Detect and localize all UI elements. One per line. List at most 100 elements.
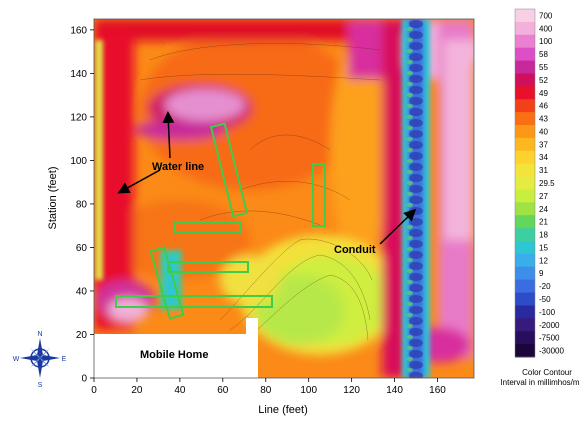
conduit-bead	[407, 291, 413, 295]
legend-label: 34	[539, 153, 548, 162]
conduit-bead	[407, 236, 413, 240]
legend-label: 52	[539, 76, 548, 85]
legend-label: -50	[539, 295, 551, 304]
legend-swatch	[515, 137, 535, 152]
legend-swatch	[515, 163, 535, 178]
conduit-label: Conduit	[334, 244, 376, 256]
conduit-bead	[407, 280, 413, 284]
conduit-bead	[407, 368, 413, 372]
conduit-bead	[409, 75, 423, 83]
conduit-bead	[407, 247, 413, 251]
legend-swatch	[515, 331, 535, 345]
legend-label: 27	[539, 192, 548, 201]
x-tick-label: 60	[217, 385, 229, 396]
legend-label: 49	[539, 89, 548, 98]
legend-label: -30000	[539, 347, 564, 356]
y-tick-label: 80	[76, 199, 88, 210]
x-tick-label: 20	[131, 385, 143, 396]
y-tick-label: 40	[76, 286, 88, 297]
conduit-bead	[409, 97, 423, 105]
conduit-bead	[407, 313, 413, 317]
legend-swatch	[515, 241, 535, 255]
legend-swatch	[515, 47, 535, 62]
compass-west: W	[13, 356, 20, 363]
legend-label: 400	[539, 24, 553, 33]
legend-swatch	[515, 318, 535, 332]
legend-swatch	[515, 292, 535, 306]
y-tick-label: 120	[70, 112, 87, 123]
conduit-bead	[409, 218, 423, 226]
conduit-bead	[407, 379, 413, 383]
legend-label: 21	[539, 218, 548, 227]
legend-swatch	[515, 266, 535, 281]
legend-label: 29.5	[539, 179, 555, 188]
color-legend: 700 400 100 58 55 52 49 46 43 40 37 34 31 29.5 27 24 21 1…	[514, 8, 564, 358]
plot-frame	[93, 18, 475, 379]
conduit-bead	[407, 71, 413, 75]
legend-label: 15	[539, 243, 548, 252]
conduit-bead	[407, 170, 413, 174]
y-tick-label: 100	[70, 156, 87, 167]
compass-rose-icon: N S E W	[13, 331, 67, 389]
conduit-arrow	[379, 208, 417, 245]
conduit-bead	[407, 181, 413, 185]
legend-label: 100	[539, 37, 553, 46]
legend-title-line2: Interval in millimhos/m	[500, 378, 579, 387]
x-tick-label: 40	[174, 385, 186, 396]
legend-swatch	[515, 228, 535, 242]
conduit-bead	[407, 38, 413, 42]
legend-label: 31	[539, 166, 548, 175]
conduit-bead	[409, 31, 423, 39]
x-tick-label: 100	[300, 385, 317, 396]
legend-swatch	[515, 344, 535, 358]
y-axis: 0 20 40 60 80 100 120 140 160	[70, 25, 94, 385]
legend-label: -100	[539, 308, 556, 317]
conduit-bead	[409, 20, 423, 28]
water-line-label: Water line	[152, 161, 204, 173]
legend-swatch	[515, 60, 535, 74]
conduit-bead	[407, 27, 413, 31]
legend-label: 46	[539, 102, 548, 111]
conduit-bead	[409, 86, 423, 94]
conduit-bead	[407, 192, 413, 196]
conduit-bead	[409, 53, 423, 61]
compass-south: S	[38, 382, 43, 389]
legend-swatch	[515, 202, 535, 216]
x-tick-label: 120	[343, 385, 360, 396]
conduit-bead	[409, 350, 423, 358]
legend-swatch	[515, 305, 535, 319]
conduit-bead	[409, 141, 423, 149]
conduit-bead	[409, 163, 423, 171]
conduit-bead	[409, 240, 423, 248]
mobile-home-label: Mobile Home	[140, 349, 208, 361]
x-tick-label: 160	[429, 385, 446, 396]
conduit-bead	[409, 339, 423, 347]
legend-swatch	[515, 125, 535, 139]
y-tick-label: 160	[70, 25, 87, 36]
conduit-bead	[407, 104, 413, 108]
conduit-bead	[409, 119, 423, 127]
water-line-arrow-up	[162, 111, 175, 159]
legend-label: 40	[539, 127, 548, 136]
legend-swatch	[515, 73, 535, 87]
legend-label: 43	[539, 115, 548, 124]
conduit-bead	[407, 148, 413, 152]
conduit-bead	[407, 258, 413, 262]
target-outlines	[115, 122, 326, 320]
conduit-bead	[409, 284, 423, 292]
legend-label: -7500	[539, 334, 560, 343]
conduit-bead	[407, 302, 413, 306]
legend-swatch	[515, 21, 535, 36]
x-axis-label: Line (feet)	[258, 404, 308, 416]
legend-swatch	[515, 34, 535, 49]
conduit-bead	[409, 174, 423, 182]
legend-swatch	[515, 279, 535, 294]
conduit-bead	[407, 93, 413, 97]
conduit-bead	[407, 346, 413, 350]
legend-label: 9	[539, 269, 544, 278]
conduit-bead	[407, 203, 413, 207]
y-tick-label: 60	[76, 243, 88, 254]
legend-label: 12	[539, 256, 548, 265]
conduit-bead	[409, 64, 423, 72]
legend-label: 55	[539, 63, 548, 72]
